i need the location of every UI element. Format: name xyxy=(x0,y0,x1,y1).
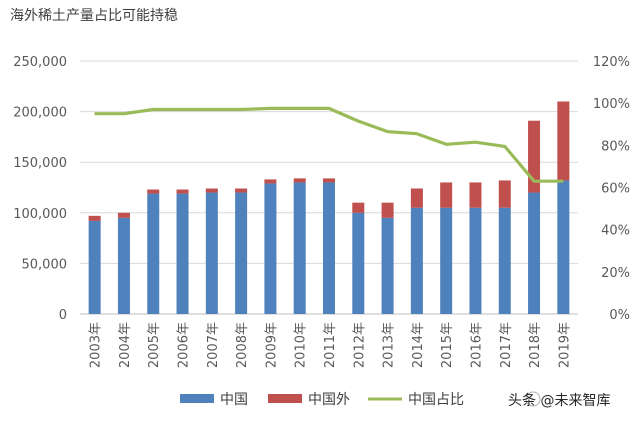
x-tick-label: 2006年 xyxy=(177,322,192,368)
china-share-line xyxy=(94,106,564,183)
y-left-tick-label: 100,000 xyxy=(13,207,67,222)
bar-china xyxy=(557,180,570,314)
x-tick-label: 2009年 xyxy=(264,322,279,368)
x-tick-label: 2011年 xyxy=(323,322,338,368)
right-axis: 0% 20% 40% 60% 80% 100% 120% xyxy=(593,55,630,323)
bar-china xyxy=(264,183,277,314)
y-right-tick-label: 20% xyxy=(601,266,630,281)
legend-outside-china-label: 中国外 xyxy=(308,392,350,408)
bar-outside-china xyxy=(176,189,189,194)
bar-outside-china xyxy=(557,101,570,181)
watermark-text: 头条 @未来智库 xyxy=(508,392,610,409)
bars xyxy=(88,101,570,314)
bar-outside-china xyxy=(469,182,482,208)
legend-china-label: 中国 xyxy=(220,392,248,408)
x-tick-label: 2008年 xyxy=(235,322,250,368)
bar-china xyxy=(235,192,248,314)
x-tick-label: 2014年 xyxy=(411,322,426,368)
bar-outside-china xyxy=(381,202,394,218)
bar-outside-china xyxy=(352,202,365,213)
x-tick-label: 2018年 xyxy=(528,322,543,368)
bar-outside-china xyxy=(323,178,335,183)
bar-outside-china xyxy=(147,189,160,194)
y-left-tick-label: 150,000 xyxy=(13,156,67,171)
legend-outside-china-swatch xyxy=(268,394,302,403)
left-axis: 0 50,000 100,000 150,000 200,000 250,000 xyxy=(13,55,67,323)
y-right-tick-label: 100% xyxy=(593,97,630,112)
bar-outside-china xyxy=(235,188,248,193)
y-left-tick-label: 200,000 xyxy=(13,106,67,121)
bar-outside-china xyxy=(528,120,541,193)
y-right-tick-label: 120% xyxy=(593,55,630,70)
bar-china xyxy=(117,217,130,314)
bar-china xyxy=(440,207,453,314)
bar-china xyxy=(352,212,365,314)
bar-outside-china xyxy=(293,178,306,183)
x-tick-label: 2010年 xyxy=(294,322,309,368)
x-tick-label: 2015年 xyxy=(440,322,455,368)
bar-outside-china xyxy=(117,212,130,218)
bar-china xyxy=(205,192,218,314)
x-tick-label: 2019年 xyxy=(557,322,572,368)
x-tick-label: 2017年 xyxy=(499,322,514,368)
x-tick-label: 2013年 xyxy=(382,322,397,368)
bar-outside-china xyxy=(88,215,101,221)
bar-china xyxy=(147,193,160,314)
x-tick-label: 2004年 xyxy=(118,322,133,368)
bar-outside-china xyxy=(410,188,423,208)
x-axis: 2003年 2004年 2005年 2006年 2007年 2008年 2009年 2010年… xyxy=(89,322,573,368)
x-tick-label: 2003年 xyxy=(89,322,104,368)
chart-title: 海外稀土产量占比可能持稳 xyxy=(10,8,178,24)
bar-outside-china xyxy=(440,182,453,208)
bar-china xyxy=(88,220,101,314)
share-line xyxy=(94,106,564,183)
legend-china-swatch xyxy=(180,394,214,403)
bar-china xyxy=(293,182,306,314)
bar-china xyxy=(498,207,511,314)
y-right-tick-label: 0% xyxy=(609,308,630,323)
legend-china-share-label: 中国占比 xyxy=(408,392,464,408)
y-right-tick-label: 40% xyxy=(601,224,630,239)
bar-china xyxy=(469,207,482,314)
watermark-logo-icon xyxy=(525,391,541,407)
y-right-tick-label: 60% xyxy=(601,182,630,197)
x-tick-label: 2007年 xyxy=(206,322,221,368)
bar-outside-china xyxy=(264,179,277,184)
legend: 中国 中国外 中国占比 xyxy=(180,392,464,408)
bar-outside-china xyxy=(205,188,218,193)
bar-china xyxy=(323,182,335,314)
y-left-tick-label: 0 xyxy=(59,308,67,323)
y-left-tick-label: 50,000 xyxy=(22,257,68,272)
x-tick-label: 2016年 xyxy=(470,322,485,368)
bar-china xyxy=(381,217,394,314)
bar-outside-china xyxy=(498,180,511,208)
x-tick-label: 2005年 xyxy=(147,322,162,368)
bar-china xyxy=(528,192,541,314)
y-right-tick-label: 80% xyxy=(601,139,630,154)
y-left-tick-label: 250,000 xyxy=(13,55,67,70)
x-tick-label: 2012年 xyxy=(352,322,367,368)
bar-china xyxy=(176,193,189,314)
watermark: 头条 @未来智库 xyxy=(508,391,610,409)
bar-china xyxy=(410,207,423,314)
